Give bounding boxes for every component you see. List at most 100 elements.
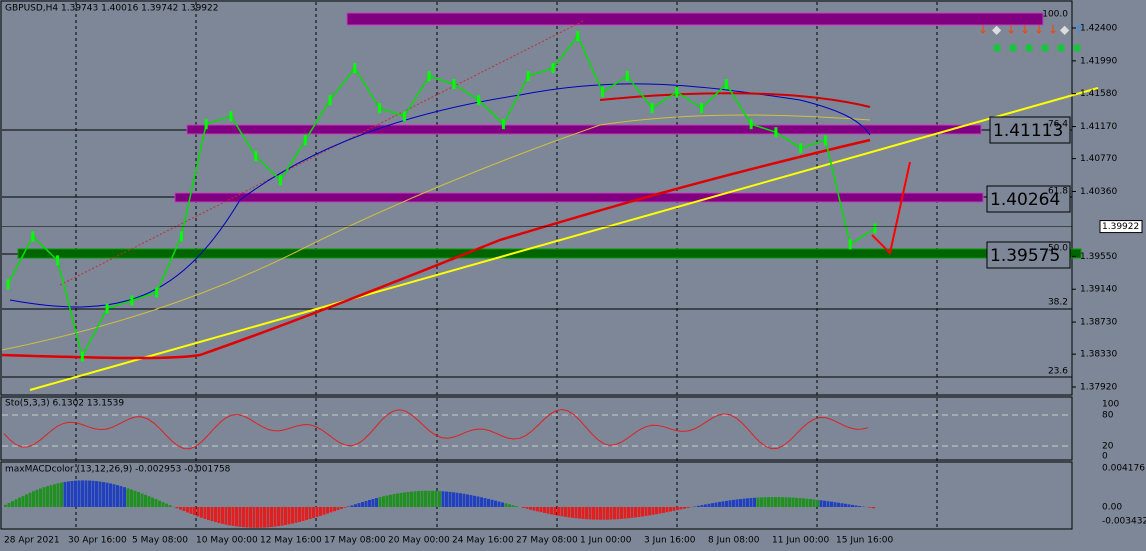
macd-bar	[217, 507, 221, 523]
macd-bar	[84, 480, 88, 507]
macd-bar	[182, 507, 186, 512]
macd-bar	[249, 507, 252, 528]
macd-bar	[574, 507, 578, 519]
macd-bar	[826, 501, 830, 507]
macd-bar	[273, 507, 277, 527]
macd-bar	[235, 507, 238, 527]
macd-bar	[515, 506, 518, 507]
macd-bar	[252, 507, 256, 528]
macd-bar	[567, 507, 571, 518]
macd-bar	[420, 490, 424, 507]
macd-bar	[102, 482, 105, 507]
macd-bar	[749, 498, 753, 507]
macd-bar	[763, 497, 767, 507]
macd-bar	[228, 507, 231, 526]
macd-bar	[641, 507, 644, 517]
macd-bar	[707, 503, 711, 507]
macd-bar	[305, 507, 308, 521]
macd-bar	[126, 488, 130, 507]
date-label: 3 Jun 16:00	[644, 536, 696, 546]
stochastic-scale: 80	[1102, 411, 1114, 421]
macd-bar	[599, 507, 602, 520]
macd-bar	[329, 507, 333, 513]
fibo-label: 76.4	[1048, 120, 1068, 130]
macd-bar	[592, 507, 595, 520]
price-tick-label: 1.41580	[1080, 89, 1117, 99]
date-label: 8 Jun 08:00	[708, 536, 760, 546]
macd-bar	[312, 507, 315, 519]
macd-bar	[95, 481, 98, 507]
macd-bar	[651, 507, 655, 515]
date-label: 28 Apr 2021	[4, 536, 60, 546]
macd-bar	[767, 497, 770, 507]
macd-bar	[70, 480, 74, 507]
macd-bar	[466, 494, 469, 507]
macd-bar	[620, 507, 623, 519]
macd-bar	[494, 500, 497, 507]
macd-bar	[392, 494, 396, 507]
macd-bar	[144, 494, 147, 507]
price-tick-label: 1.39140	[1080, 285, 1117, 295]
macd-bar	[735, 499, 739, 507]
candle	[848, 239, 852, 250]
candle	[823, 135, 827, 146]
macd-bar	[60, 482, 63, 507]
svg-text:↓: ↓	[978, 23, 988, 37]
date-label: 20 May 00:00	[388, 536, 450, 546]
date-label: 27 May 08:00	[516, 536, 578, 546]
ma-slow	[1, 138, 871, 360]
macd-bar	[4, 504, 7, 507]
macd-bar	[63, 481, 67, 507]
macd-bar	[431, 490, 434, 507]
date-label: 15 Jun 16:00	[836, 536, 893, 546]
candle	[303, 135, 307, 146]
macd-bar	[396, 493, 399, 507]
macd-bar	[123, 487, 126, 507]
macd-bar	[11, 501, 14, 507]
macd-bar	[550, 507, 553, 515]
macd-bar	[627, 507, 630, 519]
candle	[179, 231, 183, 242]
stochastic-line	[3, 408, 869, 450]
macd-bar	[774, 497, 777, 507]
macd-bar	[259, 507, 263, 528]
macd-scale: -0.003432	[1102, 517, 1146, 527]
macd-bar	[672, 507, 676, 511]
macd-bar	[676, 507, 679, 511]
macd-bar	[364, 500, 368, 507]
macd-bar	[161, 502, 165, 507]
macd-bar	[46, 486, 49, 507]
macd-bar	[704, 504, 707, 507]
candle	[427, 71, 431, 82]
current-price: 1.39922	[1102, 222, 1139, 232]
candle	[254, 151, 258, 162]
candle	[80, 351, 84, 362]
macd-bar	[35, 489, 39, 507]
macd-bar	[109, 483, 112, 507]
macd-bar	[802, 498, 805, 507]
macd-bar	[522, 507, 525, 508]
macd-bar	[42, 487, 46, 507]
macd-bar	[483, 498, 487, 507]
candle	[477, 95, 481, 106]
price-tick-label: 1.38730	[1080, 318, 1117, 328]
macd-bar	[270, 507, 273, 528]
macd-bar	[445, 491, 448, 507]
macd-bar	[333, 507, 336, 512]
macd-bar	[336, 507, 340, 511]
candle	[229, 111, 233, 122]
macd-bar	[357, 503, 361, 507]
macd-bar	[854, 505, 858, 507]
candle	[774, 127, 778, 138]
macd-bar	[32, 491, 35, 507]
price-tick-label: 1.40770	[1080, 154, 1117, 164]
macd-bar	[399, 492, 403, 507]
macd-bar	[200, 507, 203, 518]
macd-bar	[91, 480, 95, 507]
date-label: 30 Apr 16:00	[68, 536, 127, 546]
candle	[576, 31, 580, 42]
svg-text:↓: ↓	[1034, 23, 1044, 37]
macd-bar	[697, 505, 700, 507]
macd-bar	[669, 507, 672, 512]
